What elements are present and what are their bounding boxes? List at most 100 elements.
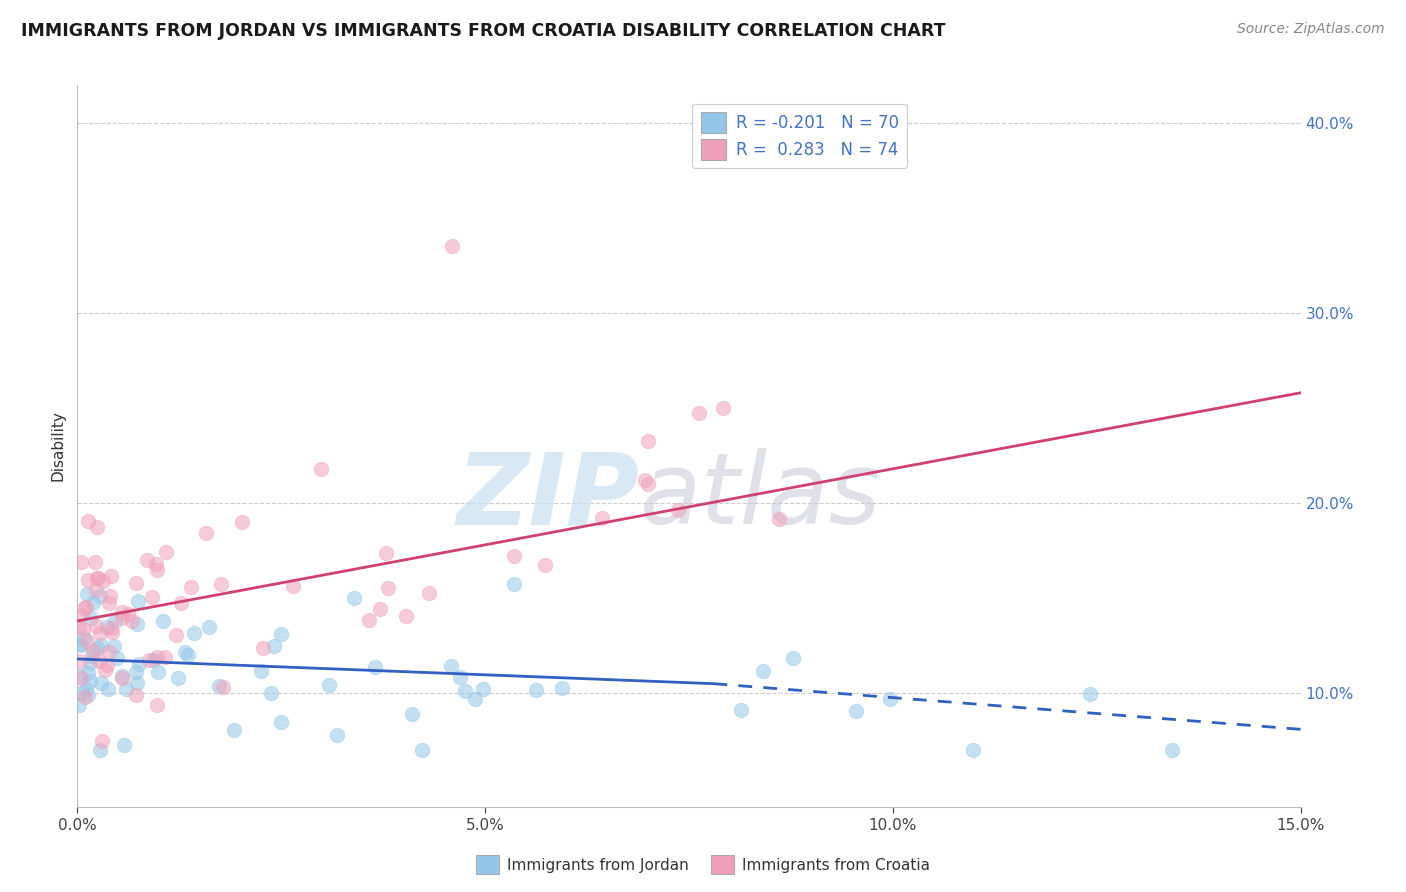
Point bbox=[730, 703, 752, 717]
Point bbox=[165, 628, 187, 642]
Point bbox=[84, 583, 107, 598]
Point bbox=[146, 665, 169, 679]
Point bbox=[359, 613, 381, 627]
Point bbox=[76, 634, 98, 648]
Point bbox=[100, 569, 122, 583]
Point bbox=[146, 698, 169, 712]
Point bbox=[249, 664, 271, 678]
Point bbox=[86, 520, 108, 534]
Point bbox=[90, 639, 112, 653]
Point bbox=[91, 574, 114, 588]
Point bbox=[141, 591, 163, 605]
Point bbox=[145, 558, 167, 572]
Legend: R = -0.201   N = 70, R =  0.283   N = 74: R = -0.201 N = 70, R = 0.283 N = 74 bbox=[692, 103, 907, 168]
Point bbox=[79, 611, 101, 625]
Point bbox=[768, 512, 790, 526]
Point bbox=[637, 434, 659, 448]
Legend: Immigrants from Jordan, Immigrants from Croatia: Immigrants from Jordan, Immigrants from … bbox=[470, 849, 936, 880]
Point bbox=[111, 605, 134, 619]
Point bbox=[364, 660, 387, 674]
Point bbox=[209, 577, 232, 591]
Point bbox=[166, 671, 188, 685]
Point bbox=[121, 614, 143, 628]
Point bbox=[141, 653, 163, 667]
Point bbox=[82, 644, 104, 658]
Point bbox=[260, 685, 283, 699]
Point bbox=[73, 600, 96, 615]
Point bbox=[153, 650, 176, 665]
Point bbox=[152, 615, 174, 629]
Point bbox=[309, 461, 332, 475]
Point bbox=[86, 571, 108, 585]
Point bbox=[145, 650, 167, 665]
Point bbox=[79, 656, 101, 670]
Point bbox=[208, 679, 231, 693]
Point bbox=[80, 648, 103, 663]
Point bbox=[138, 653, 160, 667]
Point bbox=[73, 631, 96, 645]
Point bbox=[96, 619, 118, 633]
Point bbox=[111, 668, 134, 682]
Point bbox=[472, 681, 495, 696]
Point bbox=[77, 514, 100, 528]
Y-axis label: Disability: Disability bbox=[51, 410, 66, 482]
Point bbox=[115, 682, 138, 697]
Point bbox=[86, 640, 108, 655]
Point bbox=[84, 619, 107, 633]
Point bbox=[69, 607, 91, 622]
Text: Source: ZipAtlas.com: Source: ZipAtlas.com bbox=[1237, 22, 1385, 37]
Point bbox=[174, 645, 197, 659]
Point bbox=[100, 624, 122, 639]
Point bbox=[183, 625, 205, 640]
Point bbox=[89, 589, 111, 603]
Point bbox=[534, 558, 557, 572]
Point bbox=[145, 563, 167, 577]
Point bbox=[79, 674, 101, 689]
Point bbox=[231, 516, 253, 530]
Point bbox=[127, 676, 149, 690]
Point bbox=[117, 607, 139, 621]
Point bbox=[83, 555, 105, 569]
Point bbox=[411, 743, 433, 757]
Text: atlas: atlas bbox=[640, 448, 882, 545]
Point bbox=[524, 683, 547, 698]
Point bbox=[688, 406, 710, 420]
Point bbox=[67, 698, 90, 713]
Point bbox=[503, 549, 526, 563]
Point bbox=[70, 671, 93, 685]
Point bbox=[449, 670, 471, 684]
Point bbox=[326, 728, 349, 742]
Point bbox=[87, 571, 110, 585]
Point bbox=[180, 580, 202, 594]
Point bbox=[1161, 743, 1184, 757]
Point bbox=[441, 239, 464, 253]
Point bbox=[464, 692, 486, 706]
Point bbox=[105, 651, 128, 665]
Point bbox=[252, 640, 274, 655]
Point bbox=[111, 611, 134, 625]
Point bbox=[97, 682, 120, 697]
Point bbox=[114, 738, 136, 752]
Point bbox=[377, 581, 399, 595]
Point bbox=[77, 573, 100, 587]
Point bbox=[375, 546, 398, 560]
Point bbox=[962, 743, 984, 757]
Point bbox=[69, 637, 91, 651]
Point bbox=[194, 525, 217, 540]
Point bbox=[127, 594, 149, 608]
Point bbox=[75, 690, 97, 705]
Point bbox=[89, 626, 111, 640]
Point bbox=[637, 477, 659, 491]
Point bbox=[270, 715, 292, 730]
Point bbox=[97, 596, 120, 610]
Point bbox=[103, 639, 125, 653]
Point bbox=[454, 684, 477, 698]
Point bbox=[318, 678, 340, 692]
Point bbox=[634, 474, 657, 488]
Point bbox=[212, 680, 235, 694]
Point bbox=[98, 590, 121, 604]
Point bbox=[69, 668, 91, 682]
Point bbox=[401, 707, 423, 722]
Point bbox=[177, 648, 200, 663]
Point bbox=[782, 651, 804, 665]
